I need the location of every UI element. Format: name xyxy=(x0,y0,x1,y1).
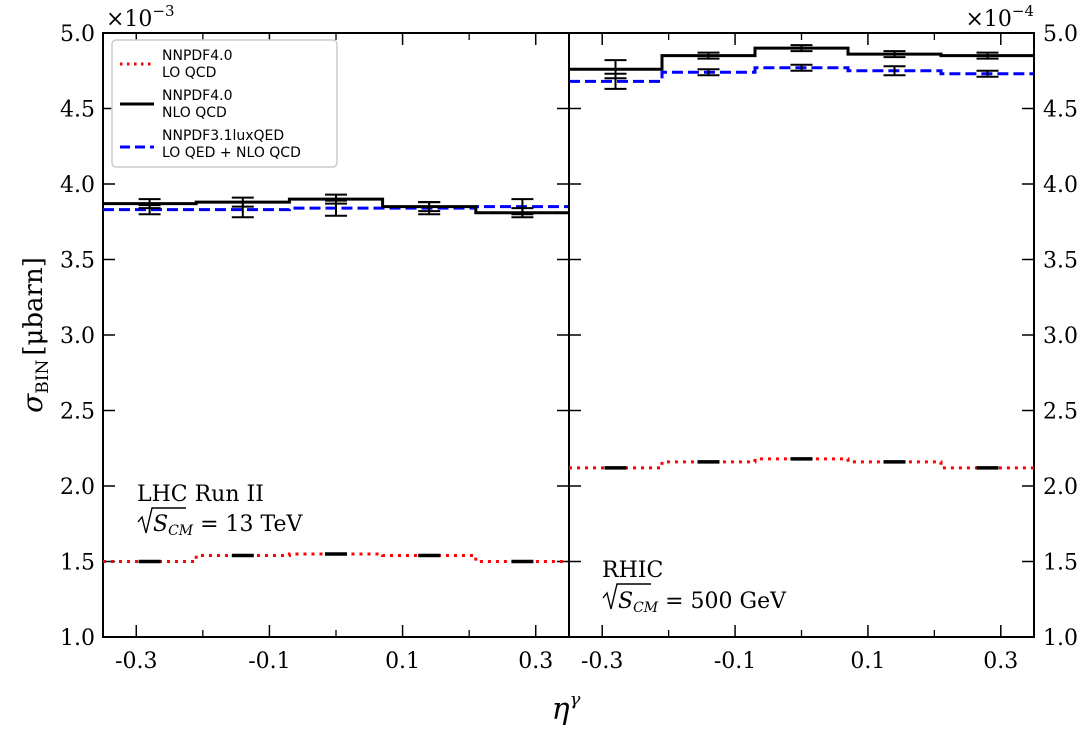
y-tick-label-left-7: 4.5 xyxy=(60,98,95,123)
y-tick-label-left-5: 3.5 xyxy=(60,249,95,274)
errorbar-nlo-rhic-4 xyxy=(976,51,999,60)
errorbar-qed-rhic-1 xyxy=(697,68,720,77)
errorbar-lo-rhic-0 xyxy=(604,466,627,470)
x-tick-label-lhc-1: -0.1 xyxy=(248,649,290,674)
y-tick-label-right-3: 2.5 xyxy=(1043,400,1078,425)
annotation-lhc-sqrt-sign xyxy=(137,507,186,534)
legend-frame xyxy=(111,39,338,168)
x-tick-label-lhc-0: -0.3 xyxy=(115,649,157,674)
y-axis-unit: [μbarn] xyxy=(19,257,49,356)
errorbar-lo-lhc-3 xyxy=(418,553,441,558)
y-tick-label-right-5: 3.5 xyxy=(1043,249,1078,274)
legend: NNPDF4.0 LO QCD NNPDF4.0 NLO QCD NNPDF3.… xyxy=(111,39,338,168)
legend-lo-line2: LO QCD xyxy=(162,65,216,81)
multiplier-left-base: ×10 xyxy=(106,7,152,32)
multiplier-left-exp: −3 xyxy=(152,2,174,20)
legend-lo-line1: NNPDF4.0 xyxy=(162,48,233,64)
errorbar-qed-lhc-4 xyxy=(511,198,534,216)
annotation-lhc-sub: CM xyxy=(168,523,194,539)
errorbar-qed-rhic-0 xyxy=(604,72,627,90)
errorbar-qed-rhic-2 xyxy=(790,63,813,72)
y-tick-label-right-2: 2.0 xyxy=(1043,475,1078,500)
errorbar-qed-lhc-2 xyxy=(325,199,347,217)
y-tick-label-left-6: 4.0 xyxy=(60,173,95,198)
errorbar-qed-rhic-3 xyxy=(883,65,906,77)
y-tick-label-left-1: 1.5 xyxy=(60,551,95,576)
multiplier-left: ×10−3 xyxy=(106,2,175,32)
y-tick-label-left-3: 2.5 xyxy=(60,400,95,425)
annotation-lhc: LHC Run II SCM = 13 TeV xyxy=(137,482,304,539)
errorbar-nlo-rhic-3 xyxy=(883,50,906,59)
legend-entry-nlo: NNPDF4.0 NLO QCD xyxy=(120,88,233,121)
errorbar-qed-rhic-4 xyxy=(976,69,999,78)
y-axis-subscript: BIN xyxy=(33,360,53,394)
annotation-rhic-sub: CM xyxy=(633,600,659,616)
y-tick-label-left-0: 1.0 xyxy=(60,626,95,651)
y-tick-label-left-4: 3.0 xyxy=(60,324,95,349)
x-tick-label-lhc-2: 0.1 xyxy=(385,649,420,674)
legend-nlo-line2: NLO QCD xyxy=(162,105,227,121)
annotation-lhc-line2: SCM = 13 TeV xyxy=(153,512,304,539)
y-axis-symbol: σ xyxy=(16,393,49,413)
x-axis-title: ηγ xyxy=(552,689,581,727)
annotation-rhic-line2: SCM = 500 GeV xyxy=(618,589,787,616)
errorbar-nlo-rhic-2 xyxy=(790,44,813,53)
multiplier-right-exp: −4 xyxy=(1012,2,1034,20)
annotation-rhic-sqrt-sign xyxy=(602,583,651,610)
errorbar-lo-rhic-2 xyxy=(790,457,813,461)
errorbar-lo-lhc-0 xyxy=(138,559,161,564)
errorbar-lo-rhic-4 xyxy=(976,466,999,470)
y-tick-label-left-8: 5.0 xyxy=(60,22,95,47)
legend-qed-line2: LO QED + NLO QCD xyxy=(162,145,301,161)
errorbar-qed-lhc-1 xyxy=(231,201,254,219)
y-tick-label-right-8: 5.0 xyxy=(1043,22,1078,47)
x-axis-superscript: γ xyxy=(570,689,581,710)
annotation-rhic-rest: = 500 GeV xyxy=(658,589,787,614)
errorbar-lo-lhc-4 xyxy=(511,559,534,564)
y-tick-label-right-1: 1.5 xyxy=(1043,551,1078,576)
x-tick-label-lhc-3: 0.3 xyxy=(518,649,553,674)
y-tick-label-right-6: 4.0 xyxy=(1043,173,1078,198)
annotation-rhic: RHIC SCM = 500 GeV xyxy=(602,558,787,616)
panel-rhic: 1.0 1.5 2.0 2.5 3.0 3.5 4.0 4.5 5.0 -0.3 -0.1 0.1 0.… xyxy=(568,22,1078,674)
errorbar-lo-lhc-2 xyxy=(325,552,347,556)
annotation-rhic-line1: RHIC xyxy=(602,558,663,583)
plot-layer: 1.0 1.5 2.0 2.5 3.0 3.5 4.0 4.5 5.0 -0.3 -0.1 0.1 0.… xyxy=(60,22,1078,674)
errorbar-lo-rhic-1 xyxy=(697,460,720,464)
errorbar-lo-rhic-3 xyxy=(883,460,906,464)
y-tick-label-right-4: 3.0 xyxy=(1043,324,1078,349)
legend-entry-qed: NNPDF3.1luxQED LO QED + NLO QCD xyxy=(120,128,301,161)
legend-nlo-line1: NNPDF4.0 xyxy=(162,88,233,104)
legend-qed-line1: NNPDF3.1luxQED xyxy=(162,128,284,144)
x-axis-symbol: η xyxy=(552,692,570,727)
panel-frame-rhic xyxy=(568,32,1035,638)
x-tick-label-rhic-3: 0.3 xyxy=(983,649,1018,674)
y-tick-label-left-2: 2.0 xyxy=(60,475,95,500)
y-tick-label-right-7: 4.5 xyxy=(1043,98,1078,123)
errorbar-nlo-rhic-1 xyxy=(697,51,720,60)
annotation-rhic-s: S xyxy=(618,589,633,614)
y-tick-label-right-0: 1.0 xyxy=(1043,626,1078,651)
multiplier-right: ×10−4 xyxy=(965,2,1034,32)
annotation-lhc-s: S xyxy=(153,512,168,537)
legend-entry-lo: NNPDF4.0 LO QCD xyxy=(120,48,233,81)
errorbar-qed-lhc-3 xyxy=(418,201,441,216)
x-tick-label-rhic-0: -0.3 xyxy=(581,649,623,674)
errorbar-qed-lhc-0 xyxy=(138,204,161,216)
multiplier-right-base: ×10 xyxy=(965,7,1011,32)
x-tick-label-rhic-1: -0.1 xyxy=(714,649,756,674)
x-tick-label-rhic-2: 0.1 xyxy=(850,649,885,674)
annotation-lhc-rest: = 13 TeV xyxy=(193,512,303,537)
errorbar-lo-lhc-1 xyxy=(231,553,254,558)
annotation-lhc-line1: LHC Run II xyxy=(137,482,264,507)
y-axis-title: σBIN [μbarn] xyxy=(16,257,53,413)
panel-lhc: 1.0 1.5 2.0 2.5 3.0 3.5 4.0 4.5 5.0 -0.3 -0.1 0.1 0.… xyxy=(60,22,570,674)
